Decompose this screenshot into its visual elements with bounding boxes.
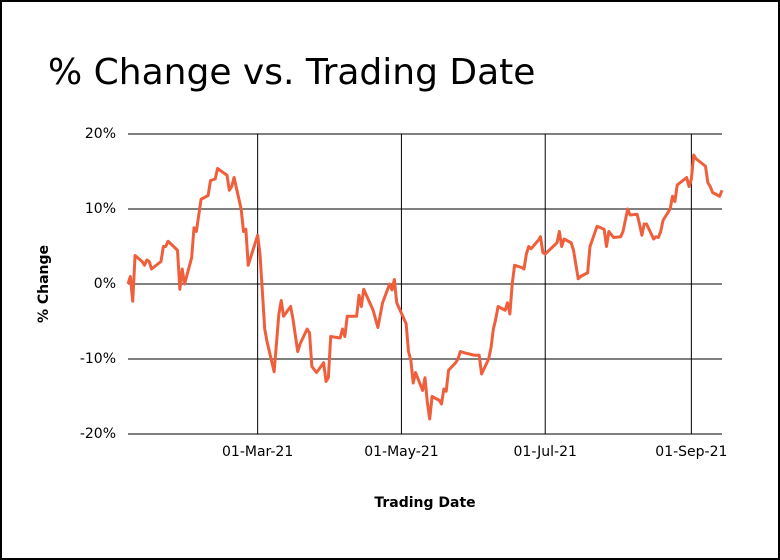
x-axis-label: Trading Date — [374, 495, 475, 511]
y-axis-label: % Change — [36, 245, 52, 323]
x-tick-label: 01-Jul-21 — [514, 444, 577, 460]
chart-title: % Change vs. Trading Date — [48, 52, 535, 93]
y-tick-label: 20% — [85, 126, 116, 142]
x-tick-label: 01-May-21 — [364, 444, 438, 460]
y-tick-label: 10% — [85, 201, 116, 217]
y-tick-label: -10% — [80, 351, 116, 367]
x-tick-label: 01-Sep-21 — [655, 444, 727, 460]
y-tick-label: 0% — [94, 276, 116, 292]
y-tick-label: -20% — [80, 426, 116, 442]
data-line — [126, 153, 724, 421]
x-tick-label: 01-Mar-21 — [222, 444, 293, 460]
